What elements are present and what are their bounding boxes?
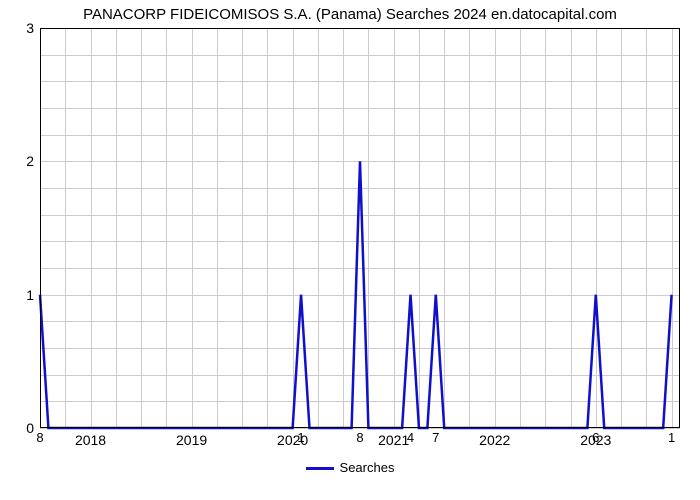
chart-container: PANACORP FIDEICOMISOS S.A. (Panama) Sear… [0,0,700,500]
x-tick-label: 2022 [479,428,510,448]
legend-swatch [306,467,334,470]
line-series [40,28,680,428]
chart-title: PANACORP FIDEICOMISOS S.A. (Panama) Sear… [0,6,700,23]
data-point-label: 7 [432,430,439,445]
data-point-label: 8 [36,430,43,445]
plot-area: 0123 201820192020202120222023 8184761 [40,28,680,428]
y-tick-label: 3 [26,20,40,36]
legend: Searches [0,460,700,475]
x-tick-label: 2019 [176,428,207,448]
data-point-label: 1 [297,430,304,445]
data-point-label: 1 [668,430,675,445]
data-point-label: 4 [407,430,414,445]
legend-label: Searches [340,460,395,475]
data-point-label: 6 [592,430,599,445]
y-tick-label: 1 [26,287,40,303]
x-tick-label: 2021 [378,428,409,448]
x-tick-label: 2018 [75,428,106,448]
data-point-label: 8 [356,430,363,445]
y-tick-label: 2 [26,153,40,169]
